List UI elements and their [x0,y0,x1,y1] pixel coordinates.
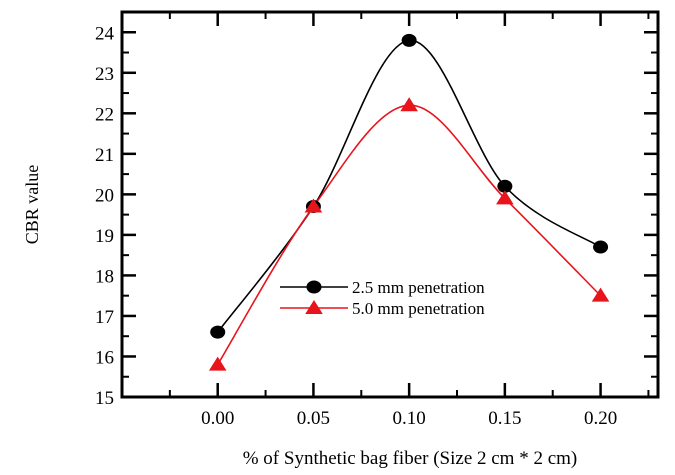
data-point-series-1 [497,179,513,193]
y-axis-title: CBR value [22,165,42,245]
y-tick-label: 19 [95,226,114,247]
x-tick-label: 0.00 [201,408,234,429]
data-point-series-2 [208,356,227,371]
x-tick-label: 0.20 [584,408,617,429]
legend-label-1: 2.5 mm penetration [352,278,485,297]
y-tick-label: 15 [95,388,114,409]
legend: 2.5 mm penetration 5.0 mm penetration [280,278,485,318]
x-tick-label: 0.15 [488,408,521,429]
data-point-series-2 [304,198,323,213]
series-line-2 [217,104,602,365]
y-tick-label: 22 [95,104,114,125]
legend-marker-2 [305,300,323,314]
plot-frame [120,10,660,399]
y-tick-label: 23 [95,64,114,85]
ticks-layer: 15 16 17 18 19 20 21 22 23 24 0.00 0.05 0.10 0.15 0.20 [95,11,658,429]
legend-marker-1 [306,280,322,294]
y-tick-label: 24 [95,23,115,44]
legend-label-2: 5.0 mm penetration [352,299,485,318]
data-point-series-1 [210,325,226,339]
data-point-series-2 [591,287,610,302]
series-markers [208,33,610,371]
y-tick-label: 17 [95,307,114,328]
data-point-series-2 [400,97,418,112]
data-point-series-1 [401,33,417,47]
x-tick-label: 0.05 [297,408,330,429]
x-tick-label: 0.10 [393,408,426,429]
y-tick-label: 20 [95,185,114,206]
data-point-series-2 [496,190,514,205]
y-tick-label: 21 [95,145,114,166]
y-tick-label: 16 [95,347,114,368]
x-axis-title: % of Synthetic bag fiber (Size 2 cm * 2 … [243,448,578,469]
data-point-series-1 [593,240,609,254]
y-tick-label: 18 [95,266,114,287]
